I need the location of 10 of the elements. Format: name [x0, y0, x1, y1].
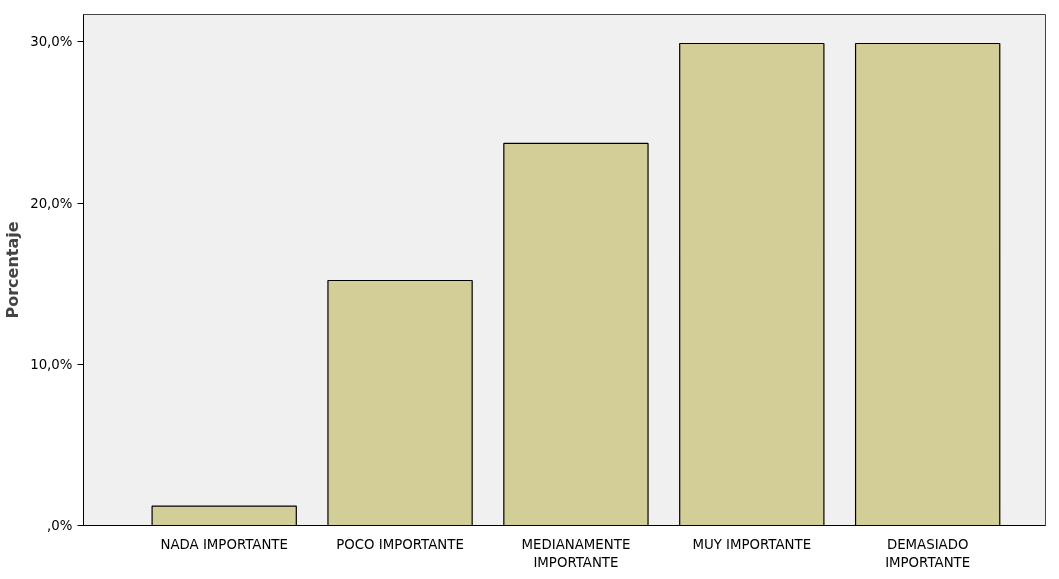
x-tick-label: POCO IMPORTANTE	[336, 536, 464, 552]
x-tick-label: DEMASIADO IMPORTANTE	[885, 536, 971, 570]
x-tick-label: MEDIANAMENTE IMPORTANTE	[521, 536, 631, 570]
y-tick-label: 30,0%	[30, 34, 73, 50]
y-tick-label: ,0%	[47, 518, 73, 533]
y-tick-label: 20,0%	[30, 195, 73, 211]
y-axis-title: Porcentaje	[3, 221, 23, 319]
y-tick-label: 10,0%	[30, 356, 73, 372]
x-tick-label: NADA IMPORTANTE	[160, 536, 288, 552]
x-tick-label: MUY IMPORTANTE	[692, 536, 812, 552]
